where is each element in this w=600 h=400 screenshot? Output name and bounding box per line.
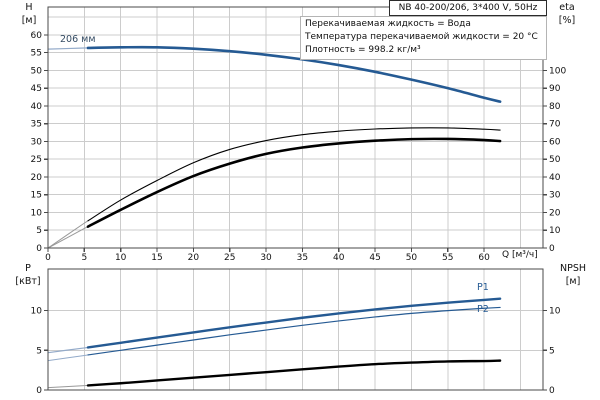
svg-text:0: 0 [45,253,51,263]
hq-chart-series [47,45,502,249]
svg-text:70: 70 [549,120,561,130]
npsh-axis-name: NPSH [559,263,586,274]
eta-axis-unit: [%] [558,15,576,26]
svg-text:90: 90 [549,84,561,94]
svg-text:100: 100 [549,66,566,76]
svg-text:40: 40 [549,173,561,183]
h-axis-name: H [25,2,33,13]
svg-text:35: 35 [297,253,308,263]
svg-text:10: 10 [549,226,561,236]
svg-text:30: 30 [260,253,272,263]
svg-text:10: 10 [31,208,43,218]
svg-text:50: 50 [31,66,43,76]
p-axis-title: P [кВт] [10,262,46,288]
svg-text:25: 25 [224,253,235,263]
npsh-axis-title: NPSH [м] [549,262,597,288]
power-npsh-chart-grid [48,269,543,390]
svg-text:5: 5 [36,226,42,236]
h-axis-title: H [м] [14,1,44,27]
svg-text:0: 0 [549,386,555,396]
svg-text:25: 25 [31,155,42,165]
svg-text:45: 45 [31,84,42,94]
svg-text:0: 0 [549,244,555,254]
p2-curve-label: P2 [477,304,489,315]
p-axis-unit: [кВт] [15,276,41,287]
power-npsh-chart-ticks: 0 5 10 0 5 10 [31,307,561,396]
pump-model-box: NB 40-200/206, 3*400 V, 50Hz [389,0,547,16]
svg-text:30: 30 [31,137,43,147]
svg-text:50: 50 [406,253,418,263]
svg-text:15: 15 [31,191,42,201]
svg-text:10: 10 [31,307,43,317]
q-axis-label: Q [м³/ч] [502,250,538,260]
svg-text:15: 15 [151,253,162,263]
svg-text:0: 0 [36,386,42,396]
fluid-info-box: Перекачиваемая жидкость = Вода Температу… [300,16,547,60]
power-npsh-chart-series [47,297,502,389]
svg-text:5: 5 [81,253,87,263]
npsh-axis-unit: [м] [565,276,581,287]
svg-text:30: 30 [549,191,561,201]
power-npsh-chart: 0 5 10 0 5 10 [31,268,561,396]
hq-chart-ticks: 0510152025303540455055600102030405060708… [31,31,567,263]
svg-text:40: 40 [31,102,43,112]
svg-text:40: 40 [333,253,345,263]
p1-curve-label: P1 [477,282,489,293]
svg-text:45: 45 [369,253,380,263]
eta-axis-title: eta [%] [550,1,584,27]
p-axis-name: P [25,263,31,274]
svg-text:60: 60 [478,253,490,263]
svg-text:10: 10 [549,307,561,317]
impeller-diameter-label: 206 мм [60,34,96,45]
svg-text:35: 35 [31,120,42,130]
svg-text:20: 20 [549,208,561,218]
fluid-temperature-line: Температура перекачиваемой жидкости = 20… [305,32,538,42]
svg-text:5: 5 [36,346,42,356]
svg-text:5: 5 [549,346,555,356]
fluid-density-line: Плотность = 998.2 кг/м³ [305,45,421,55]
fluid-type-line: Перекачиваемая жидкость = Вода [305,19,471,29]
svg-text:55: 55 [31,49,42,59]
svg-text:10: 10 [115,253,127,263]
svg-text:60: 60 [31,31,43,41]
svg-text:55: 55 [442,253,453,263]
svg-text:0: 0 [36,244,42,254]
svg-text:50: 50 [549,155,561,165]
svg-text:60: 60 [549,137,561,147]
svg-text:80: 80 [549,102,561,112]
svg-text:20: 20 [188,253,200,263]
svg-text:20: 20 [31,173,43,183]
h-axis-unit: [м] [21,15,37,26]
eta-axis-name: eta [559,2,575,13]
